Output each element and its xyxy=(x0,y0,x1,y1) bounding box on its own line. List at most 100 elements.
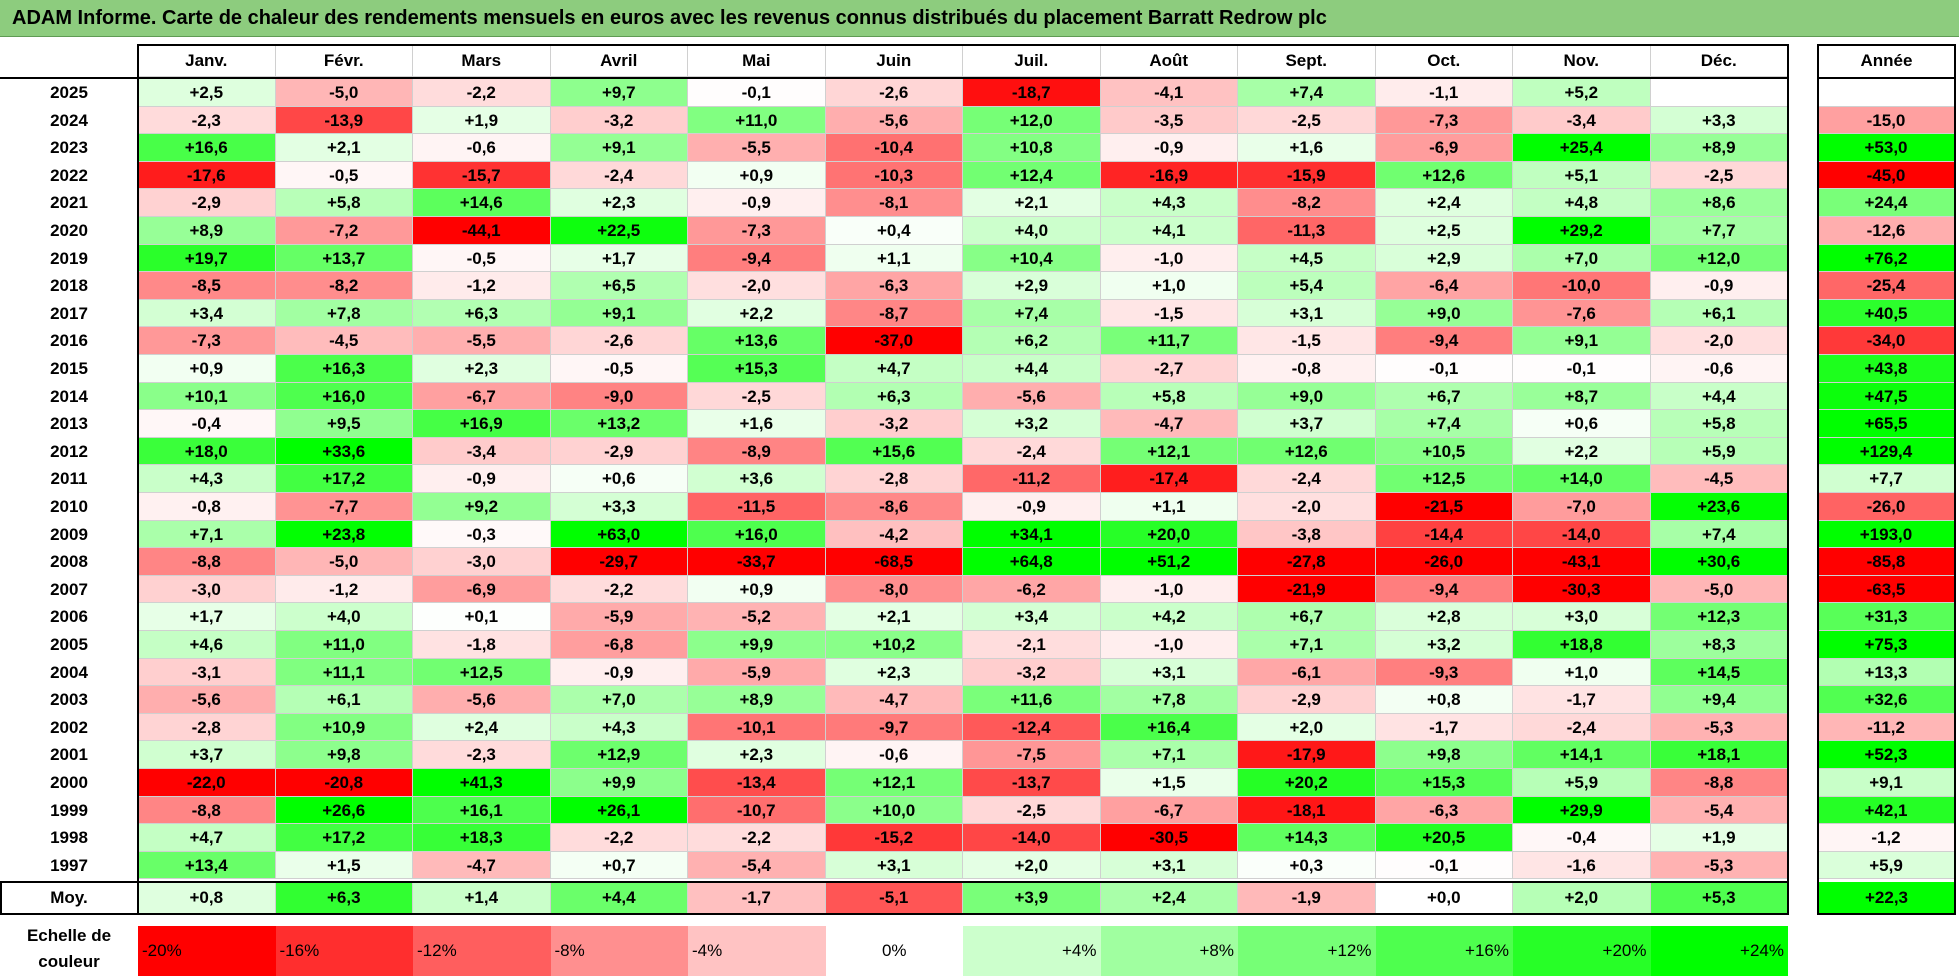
heatmap-cell: +5,9 xyxy=(1650,437,1788,466)
annual-cell: +193,0 xyxy=(1818,520,1955,549)
heatmap-cell: +7,4 xyxy=(1375,410,1513,438)
row-year-label: 2015 xyxy=(50,359,88,378)
average-cell: +1,4 xyxy=(413,882,551,914)
heatmap-cell: +5,1 xyxy=(1513,161,1651,190)
heatmap-cell: +7,4 xyxy=(1650,520,1788,549)
heatmap-cell: +2,3 xyxy=(825,658,963,687)
row-year-label: 2001 xyxy=(50,745,88,765)
heatmap-cell: +3,1 xyxy=(825,851,963,880)
row-year-label: 2009 xyxy=(50,524,88,544)
heatmap-cell: +1,5 xyxy=(275,851,413,880)
row-year-label: 2008 xyxy=(50,552,88,572)
heatmap-cell: -6,3 xyxy=(825,272,963,300)
heatmap-cell: +6,3 xyxy=(825,382,963,411)
heatmap-cell: -8,1 xyxy=(825,189,963,217)
heatmap-cell: +1,7 xyxy=(138,603,276,631)
heatmap-cell: +7,1 xyxy=(1100,741,1238,769)
heatmap-cell: -13,7 xyxy=(963,769,1101,797)
heatmap-cell: +2,2 xyxy=(1513,437,1651,466)
heatmap-cell: -1,7 xyxy=(1375,713,1513,742)
heatmap-cell: -7,5 xyxy=(963,741,1101,769)
heatmap-cell: -6,3 xyxy=(1375,796,1513,825)
heatmap-cell: +13,7 xyxy=(275,244,413,273)
heatmap-cell: -9,4 xyxy=(688,244,826,273)
heatmap-cell: -1,2 xyxy=(413,272,551,300)
average-cell: +6,3 xyxy=(275,882,413,914)
heatmap-cell: +4,4 xyxy=(1650,382,1788,411)
row-year-label: 1997 xyxy=(50,855,88,875)
heatmap-cell: +3,2 xyxy=(963,410,1101,438)
heatmap-cell: +12,9 xyxy=(550,741,688,769)
heatmap-cell: -1,6 xyxy=(1513,851,1651,880)
heatmap-cell: +9,4 xyxy=(1650,686,1788,714)
heatmap-cell: +9,0 xyxy=(1238,382,1376,411)
heatmap-cell: -30,5 xyxy=(1100,824,1238,852)
heatmap-cell: +8,9 xyxy=(688,686,826,714)
column-header-11: Nov. xyxy=(1513,45,1651,77)
row-year-label: 2003 xyxy=(50,690,88,710)
heatmap-cell: +2,1 xyxy=(275,134,413,162)
annual-cell: +42,1 xyxy=(1818,796,1955,825)
average-cell: +4,4 xyxy=(550,882,688,914)
heatmap-cell: +2,9 xyxy=(1375,244,1513,273)
heatmap-cell: +20,0 xyxy=(1100,520,1238,549)
annual-cell: -15,0 xyxy=(1818,106,1955,135)
column-header-10: Oct. xyxy=(1375,45,1513,77)
legend-swatch: -16% xyxy=(275,926,413,976)
annual-cell: -25,4 xyxy=(1818,272,1955,300)
heatmap-cell: +16,1 xyxy=(413,796,551,825)
heatmap-cell: -0,9 xyxy=(413,465,551,493)
heatmap-cell: +8,7 xyxy=(1513,382,1651,411)
heatmap-cell: -5,0 xyxy=(275,548,413,576)
column-header-8: Août xyxy=(1100,45,1238,77)
heatmap-cell: -7,2 xyxy=(275,217,413,245)
heatmap-cell: -2,6 xyxy=(550,327,688,355)
heatmap-cell: -1,8 xyxy=(413,631,551,659)
heatmap-cell: +9,1 xyxy=(1513,327,1651,355)
column-header-3: Mars xyxy=(413,45,551,77)
heatmap-cell: -14,4 xyxy=(1375,520,1513,549)
legend-swatch: +8% xyxy=(1100,926,1238,976)
row-year-label: 2024 xyxy=(50,110,88,130)
heatmap-cell: +8,9 xyxy=(1650,134,1788,162)
heatmap-cell: -3,5 xyxy=(1100,106,1238,135)
heatmap-cell: -1,0 xyxy=(1100,631,1238,659)
heatmap-cell: -11,3 xyxy=(1238,217,1376,245)
heatmap-cell: +20,5 xyxy=(1375,824,1513,852)
heatmap-cell: -21,9 xyxy=(1238,575,1376,604)
heatmap-cell: -8,5 xyxy=(138,272,276,300)
heatmap-cell: +0,9 xyxy=(688,161,826,190)
heatmap-cell: -5,5 xyxy=(413,327,551,355)
heatmap-cell: -2,4 xyxy=(1513,713,1651,742)
annual-cell: +13,3 xyxy=(1818,658,1955,687)
heatmap-cell: +11,7 xyxy=(1100,327,1238,355)
heatmap-cell: +2,8 xyxy=(1375,603,1513,631)
heatmap-cell: +5,4 xyxy=(1238,272,1376,300)
heatmap-cell: -8,0 xyxy=(825,575,963,604)
column-header-6: Juin xyxy=(825,45,963,77)
heatmap-cell: +4,1 xyxy=(1100,217,1238,245)
heatmap-cell: +0,1 xyxy=(413,603,551,631)
row-year-label: 2010 xyxy=(50,497,88,516)
heatmap-cell: -5,6 xyxy=(413,686,551,714)
heatmap-cell: -17,4 xyxy=(1100,465,1238,493)
heatmap-cell: -5,9 xyxy=(550,603,688,631)
heatmap-cell: -18,1 xyxy=(1238,796,1376,825)
heatmap-cell: -14,0 xyxy=(963,824,1101,852)
heatmap-cell: -2,3 xyxy=(138,106,276,135)
heatmap-cell: +20,2 xyxy=(1238,769,1376,797)
annual-cell: +129,4 xyxy=(1818,437,1955,466)
heatmap-cell: -13,4 xyxy=(688,769,826,797)
annual-cell: +43,8 xyxy=(1818,355,1955,383)
heatmap-cell: -0,9 xyxy=(550,658,688,687)
heatmap-cell: +14,5 xyxy=(1650,658,1788,687)
heatmap-cell: +16,4 xyxy=(1100,713,1238,742)
heatmap-cell: +10,9 xyxy=(275,713,413,742)
heatmap-cell: +12,1 xyxy=(1100,437,1238,466)
heatmap-cell: +14,1 xyxy=(1513,741,1651,769)
annual-cell: +5,9 xyxy=(1818,851,1955,880)
annual-cell: +31,3 xyxy=(1818,603,1955,631)
annual-cell: -11,2 xyxy=(1818,713,1955,742)
heatmap-cell: -0,1 xyxy=(688,79,826,107)
row-year-label: 2005 xyxy=(50,635,88,654)
